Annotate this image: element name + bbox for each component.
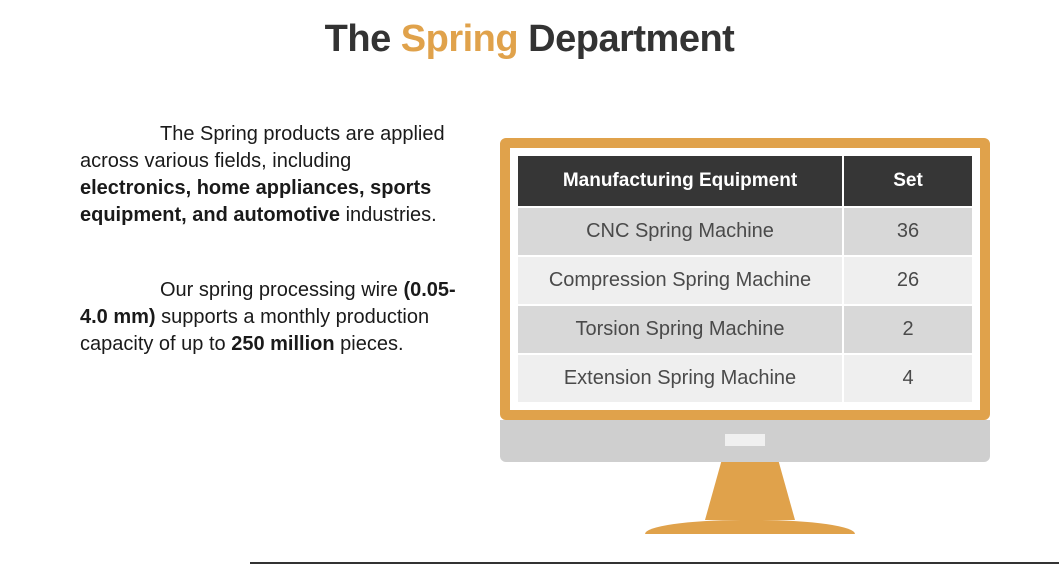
equipment-name: Extension Spring Machine (517, 354, 843, 403)
monitor-chin (500, 420, 990, 462)
p2-tail: pieces. (335, 333, 404, 355)
equipment-table: Manufacturing Equipment Set CNC Spring M… (516, 154, 974, 404)
table-header-set: Set (843, 155, 973, 207)
table-row: Extension Spring Machine 4 (517, 354, 973, 403)
monitor-graphic: Manufacturing Equipment Set CNC Spring M… (500, 138, 1000, 534)
table-row: Compression Spring Machine 26 (517, 256, 973, 305)
title-pre: The (325, 18, 401, 60)
p1-lead: The Spring products are applied across v… (80, 123, 445, 172)
paragraph-capacity: Our spring processing wire (0.05-4.0 mm)… (80, 277, 460, 358)
table-row: Torsion Spring Machine 2 (517, 305, 973, 354)
p2-bold-capacity: 250 million (231, 333, 334, 355)
page-title: The Spring Department (0, 18, 1059, 61)
equipment-count: 2 (843, 305, 973, 354)
monitor-screen: Manufacturing Equipment Set CNC Spring M… (500, 138, 990, 420)
equipment-name: CNC Spring Machine (517, 207, 843, 256)
title-accent: Spring (401, 18, 518, 60)
table-row: CNC Spring Machine 36 (517, 207, 973, 256)
p1-tail: industries. (340, 204, 437, 226)
equipment-count: 36 (843, 207, 973, 256)
paragraph-applications: The Spring products are applied across v… (80, 121, 460, 229)
table-header-equipment: Manufacturing Equipment (517, 155, 843, 207)
monitor-stand-neck (705, 462, 795, 520)
equipment-count: 26 (843, 256, 973, 305)
description-column: The Spring products are applied across v… (0, 121, 480, 358)
equipment-count: 4 (843, 354, 973, 403)
p2-lead: Our spring processing wire (160, 279, 403, 301)
baseline-rule (250, 562, 1059, 564)
equipment-name: Torsion Spring Machine (517, 305, 843, 354)
monitor-power-icon (725, 434, 765, 446)
monitor-stand-base (645, 520, 855, 534)
equipment-name: Compression Spring Machine (517, 256, 843, 305)
title-post: Department (518, 18, 734, 60)
